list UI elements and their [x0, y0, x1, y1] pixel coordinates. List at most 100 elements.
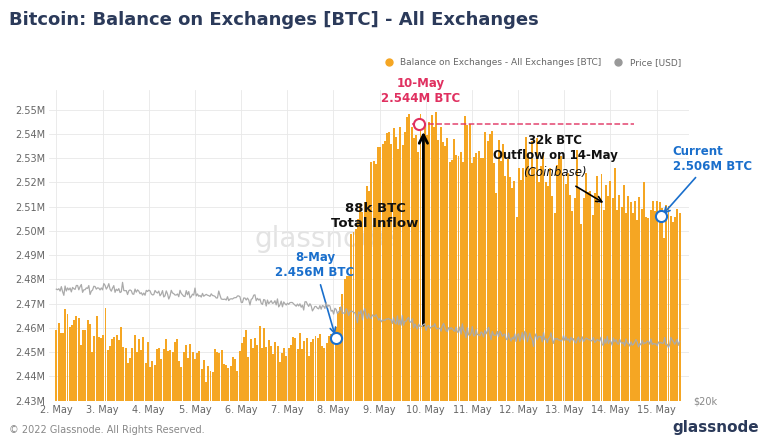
Bar	[316, 338, 319, 400]
Text: glassnode: glassnode	[672, 420, 759, 435]
Bar	[453, 139, 455, 400]
Bar	[645, 218, 647, 400]
Bar	[169, 350, 171, 400]
Bar	[315, 336, 316, 400]
Bar	[652, 201, 654, 400]
Bar	[270, 346, 272, 400]
Bar	[641, 209, 643, 400]
Bar	[310, 342, 312, 400]
Bar	[569, 195, 571, 400]
Bar	[217, 352, 218, 400]
Bar	[131, 348, 134, 400]
Bar	[252, 349, 254, 400]
Bar	[399, 127, 402, 400]
Bar	[576, 150, 578, 400]
Bar	[114, 337, 115, 400]
Bar	[404, 132, 406, 400]
Bar	[245, 330, 247, 400]
Bar	[178, 361, 180, 400]
Bar	[241, 343, 243, 400]
Bar	[343, 279, 346, 400]
Bar	[69, 327, 71, 400]
Bar	[247, 357, 250, 400]
Bar	[679, 213, 680, 400]
Bar	[321, 346, 323, 400]
Bar	[296, 349, 299, 400]
Bar	[417, 152, 419, 400]
Bar	[359, 203, 361, 400]
Bar	[659, 202, 660, 400]
Bar	[82, 330, 84, 400]
Bar	[341, 294, 343, 400]
Bar	[372, 161, 375, 400]
Bar	[390, 144, 392, 400]
Bar	[507, 159, 508, 400]
Bar	[424, 124, 426, 400]
Bar	[333, 338, 334, 400]
Bar	[143, 337, 144, 400]
Bar	[67, 315, 68, 400]
Bar	[455, 155, 457, 400]
Bar	[556, 165, 558, 400]
Bar	[122, 347, 124, 400]
Bar	[167, 351, 169, 400]
Bar	[509, 177, 511, 400]
Bar	[442, 142, 444, 400]
Bar	[107, 350, 109, 400]
Bar	[607, 196, 609, 400]
Bar	[488, 134, 491, 400]
Bar	[538, 182, 540, 400]
Bar	[200, 369, 203, 400]
Bar	[174, 342, 176, 400]
Bar	[643, 182, 645, 400]
Bar	[413, 138, 415, 400]
Bar	[75, 316, 78, 400]
Bar	[111, 339, 113, 400]
Bar	[98, 337, 100, 400]
Bar	[561, 156, 562, 400]
Bar	[614, 168, 616, 400]
Bar	[118, 340, 120, 400]
Bar	[429, 122, 430, 400]
Bar	[402, 145, 404, 400]
Bar	[266, 347, 267, 400]
Bar	[406, 117, 408, 400]
Bar	[225, 365, 227, 400]
Bar	[263, 328, 265, 400]
Bar	[545, 183, 547, 400]
Bar	[520, 180, 522, 400]
Bar	[218, 353, 220, 400]
Bar	[487, 141, 488, 400]
Bar	[185, 345, 187, 400]
Bar	[562, 176, 564, 400]
Bar	[141, 350, 142, 400]
Bar	[180, 367, 183, 400]
Bar	[95, 316, 98, 400]
Bar	[250, 339, 252, 400]
Bar	[330, 334, 332, 400]
Bar	[601, 175, 602, 400]
Bar	[536, 138, 538, 400]
Bar	[319, 334, 321, 400]
Bar	[660, 209, 663, 400]
Bar	[183, 352, 184, 400]
Bar	[583, 198, 584, 400]
Text: glassnode: glassnode	[254, 225, 395, 253]
Bar	[531, 141, 533, 400]
Bar	[129, 358, 131, 400]
Text: 8-May
2.456M BTC: 8-May 2.456M BTC	[275, 251, 355, 333]
Bar	[475, 153, 478, 400]
Bar	[223, 364, 225, 400]
Bar	[435, 113, 437, 400]
Bar	[594, 193, 596, 400]
Text: (Coinbase): (Coinbase)	[523, 166, 587, 179]
Bar	[625, 213, 627, 400]
Bar	[480, 159, 482, 400]
Bar	[306, 338, 307, 400]
Bar	[674, 218, 676, 400]
Bar	[290, 345, 292, 400]
Bar	[627, 197, 629, 400]
Bar	[78, 318, 80, 400]
Bar	[527, 154, 528, 400]
Bar	[239, 351, 240, 400]
